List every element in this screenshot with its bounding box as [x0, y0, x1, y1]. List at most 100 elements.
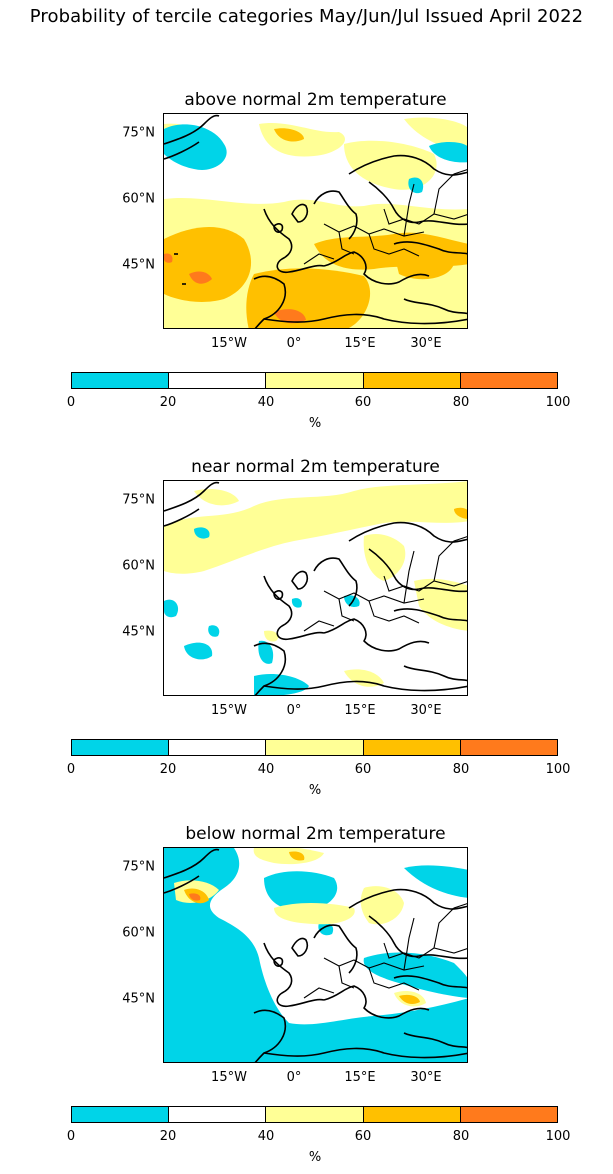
prob-60-80-region: [394, 252, 454, 280]
colorbar: [71, 1106, 558, 1123]
figure-title: Probability of tercile categories May/Ju…: [29, 6, 584, 27]
lon-tick: 30°E: [410, 703, 442, 718]
lat-tick: 45°N: [122, 991, 155, 1007]
panel-title: above normal 2m temperature: [184, 90, 447, 110]
lat-tick: 75°N: [122, 492, 155, 508]
colorbar-tick: 40: [257, 762, 275, 777]
colorbar: [71, 739, 558, 756]
colorbar-segment-40-60: [265, 740, 363, 755]
prob-40-60-region: [253, 848, 324, 865]
colorbar-segment-0-20: [72, 373, 169, 388]
prob-0-20-region: [429, 142, 467, 163]
prob-60-80-region: [289, 851, 305, 861]
colorbar-segment-80-100: [459, 740, 558, 755]
prob-0-20-region: [408, 177, 424, 194]
prob-0-20-region: [363, 952, 467, 998]
lon-tick: 15°E: [344, 1070, 376, 1085]
prob-80-100-region: [189, 271, 212, 284]
map-area: [163, 113, 468, 329]
colorbar-tick: 20: [159, 1129, 177, 1144]
colorbar-tick: 40: [257, 395, 275, 410]
prob-40-60-region: [414, 578, 467, 631]
map-area: [163, 847, 468, 1063]
colorbar-segment-60-80: [362, 740, 460, 755]
prob-80-100-region: [189, 893, 201, 901]
colorbar-tick: 100: [545, 1129, 571, 1144]
colorbar-segment-40-60: [265, 1107, 363, 1122]
prob-0-20-region: [164, 124, 227, 170]
prob-0-20-region: [254, 674, 309, 695]
prob-0-20-region: [194, 527, 210, 539]
lat-tick: 45°N: [122, 624, 155, 640]
colorbar-segment-60-80: [362, 373, 460, 388]
lat-tick: 75°N: [122, 125, 155, 141]
colorbar-tick: 80: [452, 395, 470, 410]
colorbar-tick: 0: [66, 395, 76, 410]
lat-tick: 45°N: [122, 257, 155, 273]
map-area: [163, 480, 468, 696]
colorbar-segment-80-100: [459, 373, 558, 388]
prob-40-60-region: [264, 630, 279, 642]
lon-tick: 0°: [286, 336, 302, 351]
colorbar-unit: %: [308, 416, 322, 431]
prob-0-20-region: [164, 848, 467, 1062]
colorbar-tick: 40: [257, 1129, 275, 1144]
colorbar-segment-0-20: [72, 1107, 169, 1122]
prob-60-80-region: [399, 994, 420, 1004]
prob-0-20-region: [264, 871, 338, 911]
prob-60-80-region: [454, 507, 467, 519]
prob-40-60-region: [164, 197, 467, 328]
prob-0-20-region: [404, 865, 467, 898]
lon-tick: 15°W: [211, 336, 247, 351]
colorbar-unit: %: [308, 783, 322, 798]
lon-tick: 15°E: [344, 703, 376, 718]
prob-60-80-region: [274, 128, 304, 142]
prob-0-20-region: [208, 625, 220, 637]
lon-tick: 15°E: [344, 336, 376, 351]
colorbar-tick: 60: [354, 395, 372, 410]
prob-0-20-region: [344, 595, 360, 607]
colorbar-tick: 60: [354, 762, 372, 777]
prob-40-60-region: [164, 481, 467, 574]
lat-tick: 60°N: [122, 925, 155, 941]
prob-40-60-region: [344, 140, 437, 190]
colorbar-tick: 20: [159, 762, 177, 777]
prob-40-60-region: [194, 489, 239, 506]
colorbar-tick: 60: [354, 1129, 372, 1144]
lon-tick: 15°W: [211, 1070, 247, 1085]
lon-tick: 0°: [286, 703, 302, 718]
prob-80-100-region: [164, 253, 173, 263]
lon-tick: 30°E: [410, 1070, 442, 1085]
colorbar-segment-80-100: [459, 1107, 558, 1122]
colorbar-unit: %: [308, 1150, 322, 1165]
lat-tick: 60°N: [122, 191, 155, 207]
prob-40-60-region: [274, 903, 355, 925]
colorbar-tick: 100: [545, 395, 571, 410]
colorbar-tick: 80: [452, 762, 470, 777]
colorbar-tick: 80: [452, 1129, 470, 1144]
colorbar: [71, 372, 558, 389]
prob-0-20-region: [184, 642, 213, 660]
colorbar-segment-0-20: [72, 740, 169, 755]
colorbar-segment-20-40: [168, 1107, 266, 1122]
colorbar-tick: 20: [159, 395, 177, 410]
lon-tick: 30°E: [410, 336, 442, 351]
country-borders: [303, 903, 467, 999]
colorbar-tick: 100: [545, 762, 571, 777]
prob-40-60-region: [363, 534, 406, 581]
colorbar-tick: 0: [66, 762, 76, 777]
panel-title: near normal 2m temperature: [191, 457, 440, 477]
colorbar-segment-20-40: [168, 373, 266, 388]
coastlines: [164, 114, 467, 328]
colorbar-segment-60-80: [362, 1107, 460, 1122]
panel-title: below normal 2m temperature: [185, 824, 446, 844]
colorbar-tick: 0: [66, 1129, 76, 1144]
coastlines: [164, 848, 467, 1062]
lon-tick: 15°W: [211, 703, 247, 718]
prob-0-20-region: [291, 598, 302, 608]
prob-80-100-region: [274, 309, 306, 324]
colorbar-segment-20-40: [168, 740, 266, 755]
colorbar-segment-40-60: [265, 373, 363, 388]
prob-40-60-region: [344, 669, 384, 687]
lon-tick: 0°: [286, 1070, 302, 1085]
